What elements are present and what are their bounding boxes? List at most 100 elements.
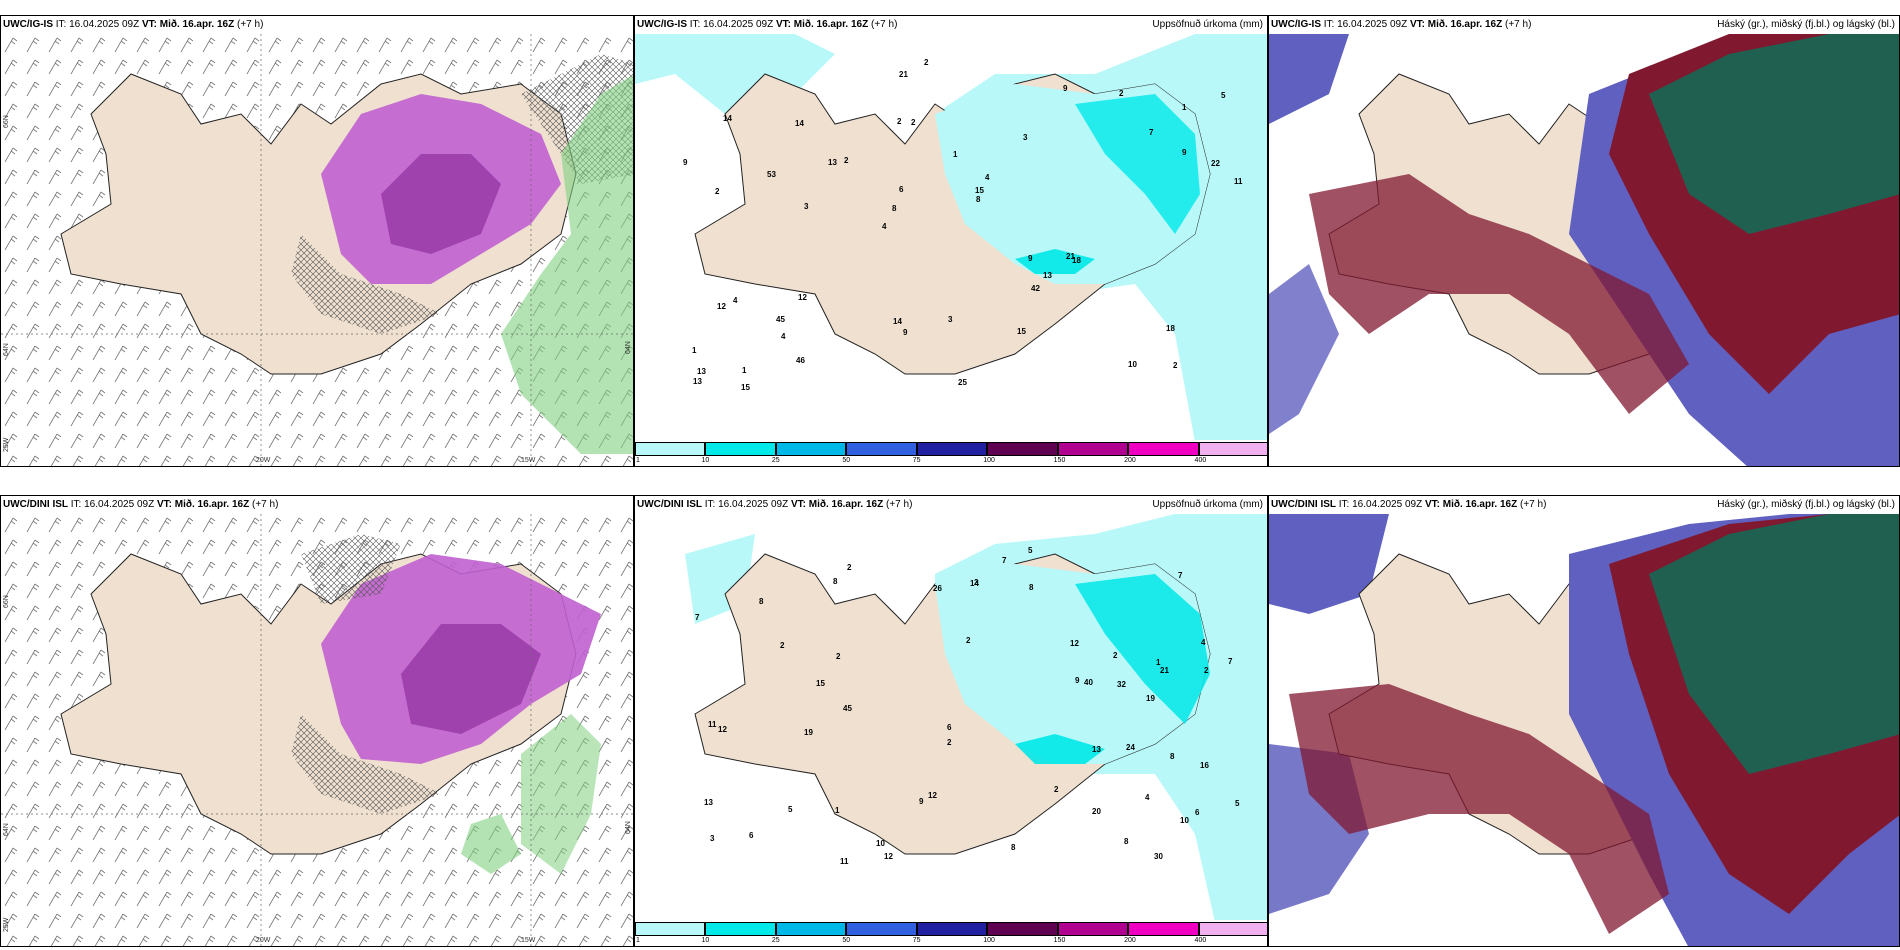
- precip-value-label: 4: [1145, 793, 1150, 802]
- precip-value-label: 1: [1156, 658, 1161, 667]
- precip-value-label: 2: [847, 563, 852, 572]
- colorbar-swatch: [705, 922, 776, 936]
- colorbar-swatch: [775, 922, 847, 936]
- precip-map-bottom: UWC/DINI ISL IT: 16.04.2025 09Z VT: Mið.…: [634, 495, 1268, 947]
- lon-label-25w: 25W: [3, 437, 10, 452]
- precip-value-label: 13: [697, 367, 706, 376]
- precip-value-label: 8: [892, 204, 897, 213]
- precip-value-label: 45: [843, 704, 852, 713]
- wind-snow-map-top: UWC/IG-IS IT: 16.04.2025 09Z VT: Mið. 16…: [0, 15, 634, 467]
- colorbar-tick-label: 25: [771, 937, 780, 944]
- precip-value-label: 6: [899, 185, 904, 194]
- precip-value-label: 13: [1092, 745, 1101, 754]
- wind-map-svg: [1, 34, 633, 466]
- wind-map-svg: [1, 514, 633, 946]
- rain-east: [501, 75, 633, 454]
- lon-label-15w: 15W: [521, 937, 536, 944]
- colorbar-swatch: [916, 922, 988, 936]
- panel-title: UWC/IG-IS IT: 16.04.2025 09Z VT: Mið. 16…: [637, 19, 1263, 30]
- precip-value-label: 13: [704, 798, 713, 807]
- precip-value-label: 11: [1234, 177, 1243, 186]
- hatched-area: [291, 234, 441, 334]
- precip-value-label: 4: [1201, 638, 1206, 647]
- precip-value-label: 14: [893, 317, 902, 326]
- panel-title: UWC/DINI ISL IT: 16.04.2025 09Z VT: Mið.…: [1271, 499, 1895, 510]
- precip-value-label: 14: [723, 114, 732, 123]
- precip-value-label: 1: [692, 346, 697, 355]
- precip-value-label: 21: [1160, 666, 1169, 675]
- precip-value-label: 12: [928, 791, 937, 800]
- precip-value-label: 1: [742, 366, 747, 375]
- cloud-map-svg: [1269, 34, 1899, 466]
- cloud-map-bottom: UWC/DINI ISL IT: 16.04.2025 09Z VT: Mið.…: [1268, 495, 1900, 947]
- precip-value-label: 6: [1195, 808, 1200, 817]
- precip-value-label: 9: [1063, 84, 1068, 93]
- precip-value-label: 7: [695, 613, 700, 622]
- precip-value-label: 7: [1149, 128, 1154, 137]
- colorbar-swatch: [635, 922, 706, 936]
- colorbar-tick-label: 10: [701, 457, 710, 464]
- lat-label-right: 64N: [625, 341, 632, 354]
- colorbar-swatch: [1128, 922, 1199, 936]
- lat-label-64n: 64N: [3, 343, 10, 356]
- panel-title: UWC/DINI ISL IT: 16.04.2025 09Z VT: Mið.…: [637, 499, 1263, 510]
- precip-value-label: 8: [833, 577, 838, 586]
- precip-value-label: 2: [911, 118, 916, 127]
- precip-value-label: 53: [767, 170, 776, 179]
- precip-value-label: 12: [1070, 639, 1079, 648]
- precip-value-label: 15: [741, 383, 750, 392]
- precip-value-label: 4: [985, 173, 990, 182]
- precip-map-svg: 2214312142142418142111998146149121018212…: [635, 34, 1267, 442]
- precip-value-label: 8: [1170, 752, 1175, 761]
- low-cloud-west: [1269, 514, 1389, 614]
- colorbar-swatch: [846, 922, 917, 936]
- colorbar-tick-label: 200: [1124, 457, 1136, 464]
- lat-label-66n: 66N: [3, 595, 10, 608]
- precip-value-label: 6: [947, 723, 952, 732]
- precip-value-label: 21: [1066, 252, 1075, 261]
- wind-snow-map-bottom: UWC/DINI ISL IT: 16.04.2025 09Z VT: Mið.…: [0, 495, 634, 947]
- precip-value-label: 7: [1178, 571, 1183, 580]
- panel-title: UWC/IG-IS IT: 16.04.2025 09Z VT: Mið. 16…: [3, 19, 264, 30]
- precip-value-label: 1: [953, 150, 958, 159]
- precip-value-label: 1: [1182, 103, 1187, 112]
- colorbar-tick-label: 150: [1053, 457, 1066, 464]
- precip-value-label: 2: [780, 641, 785, 650]
- rain-east: [521, 714, 601, 874]
- lat-label-66n: 66N: [3, 115, 10, 128]
- colorbar-tick-label: 400: [1194, 937, 1207, 944]
- precip-value-label: 19: [804, 728, 813, 737]
- precip-value-label: 46: [796, 356, 805, 365]
- precip-value-label: 1: [835, 806, 840, 815]
- colorbar-tick-label: 1: [636, 937, 640, 944]
- precip-value-label: 2: [1204, 666, 1209, 675]
- precip-value-label: 32: [1117, 680, 1126, 689]
- precip-value-label: 21: [899, 70, 908, 79]
- precip-value-label: 18: [1166, 324, 1175, 333]
- precip-value-label: 7: [1228, 657, 1233, 666]
- colorbar-tick-label: 150: [1053, 937, 1066, 944]
- cloud-map-svg: [1269, 514, 1899, 946]
- colorbar-tick-label: 100: [983, 937, 995, 944]
- low-cloud-sw: [1269, 264, 1339, 434]
- colorbar-swatch: [1198, 442, 1267, 456]
- precip-value-label: 8: [1124, 837, 1129, 846]
- mid-cloud: [1309, 174, 1689, 414]
- panel-title: UWC/IG-IS IT: 16.04.2025 09Z VT: Mið. 16…: [1271, 19, 1895, 30]
- colorbar-tick-label: 200: [1124, 937, 1136, 944]
- precip-value-label: 13: [693, 377, 702, 386]
- precip-mid-south: [1015, 734, 1105, 764]
- precip-value-label: 14: [970, 579, 979, 588]
- colorbar-swatch: [916, 442, 988, 456]
- precip-value-label: 2: [924, 58, 929, 67]
- precip-value-label: 5: [1028, 546, 1033, 555]
- precip-value-label: 9: [1182, 148, 1187, 157]
- precip-value-label: 40: [1084, 678, 1093, 687]
- precip-colorbar: 1 10 25 50 75 100 150 200 400: [635, 440, 1267, 466]
- precip-value-label: 2: [1119, 89, 1124, 98]
- high-cloud: [1649, 514, 1899, 774]
- precip-value-label: 2: [897, 117, 902, 126]
- precip-value-label: 30: [1154, 852, 1163, 861]
- precip-value-label: 2: [836, 652, 841, 661]
- precip-value-label: 9: [1028, 254, 1033, 263]
